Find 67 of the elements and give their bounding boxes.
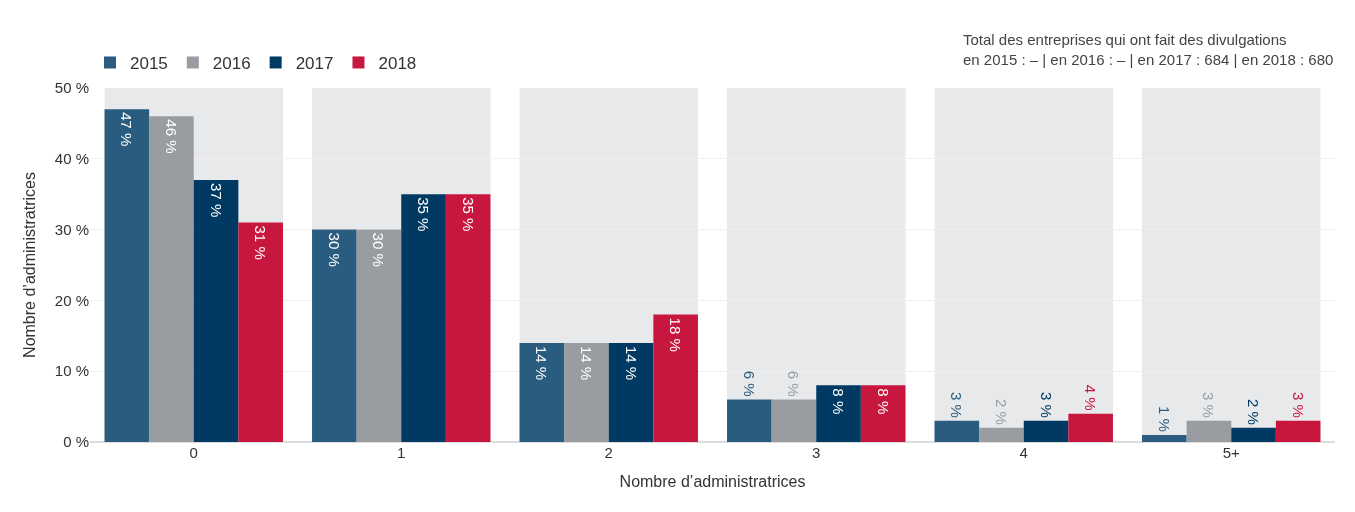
bar: [727, 399, 772, 442]
data-label: 47 %: [118, 112, 136, 147]
data-label: 6 %: [785, 370, 803, 397]
data-label: 8 %: [830, 388, 848, 415]
data-label: 46 %: [162, 119, 180, 154]
x-tick-label: 0: [189, 444, 198, 461]
legend-label: 2017: [295, 54, 334, 74]
data-label: 3 %: [1200, 391, 1218, 418]
x-tick-label: 2: [604, 444, 613, 461]
text: Total des entreprises qui ont fait des divulgations en 2015 : – | en 2016 : – | en 2017 : 684 | en 2018 : 680: [963, 31, 1334, 68]
bar: [934, 420, 980, 442]
bar: [104, 109, 150, 442]
bar: [979, 427, 1024, 442]
data-label: 8 %: [874, 388, 892, 415]
bar: [312, 229, 357, 442]
bar: [238, 222, 283, 442]
bar: [401, 194, 446, 442]
bar: [356, 229, 402, 442]
y-tick-label: 20 %: [54, 291, 89, 309]
data-label: 14 %: [622, 345, 640, 381]
y-axis-title: Nombre d’administratrices: [20, 172, 38, 358]
y-tick-label: 10 %: [54, 362, 89, 380]
data-label: 31 %: [252, 225, 270, 260]
bar: [860, 385, 906, 442]
x-tick-label: 3: [812, 444, 821, 461]
legend-label: 2015: [130, 54, 168, 74]
data-label: 37 %: [207, 183, 225, 218]
x-tick-label: 1: [397, 444, 406, 461]
bar: [193, 180, 239, 442]
legend-label: 2016: [212, 54, 251, 74]
data-label: 14 %: [533, 345, 551, 381]
data-label: 3 %: [1289, 391, 1307, 418]
data-label: 4 %: [1082, 384, 1100, 411]
bar: [608, 342, 654, 442]
data-label: 18 %: [667, 317, 685, 352]
data-label: 3 %: [948, 391, 966, 418]
data-label: 14 %: [577, 345, 595, 381]
data-label: 2 %: [992, 398, 1010, 425]
data-label: 35 %: [415, 197, 433, 232]
bar: [564, 342, 609, 442]
bar: [653, 314, 698, 442]
x-tick-label: 4: [1019, 444, 1028, 461]
bar: [519, 342, 565, 442]
data-label: 30 %: [370, 232, 388, 267]
bar: [816, 385, 861, 442]
y-tick-label: 0 %: [63, 433, 89, 451]
bar: [1068, 413, 1113, 442]
data-label: 2 %: [1245, 398, 1263, 425]
bar: [1275, 420, 1321, 442]
bar: [771, 399, 817, 442]
x-tick-label: 5+: [1222, 444, 1241, 461]
x-axis-title: Nombre d’administratrices: [619, 472, 806, 490]
data-label: 6 %: [740, 370, 758, 397]
bar: [1023, 420, 1069, 442]
bar: [445, 194, 491, 442]
bar: [1231, 427, 1276, 442]
data-label: 35 %: [459, 197, 477, 232]
data-label: 3 %: [1037, 391, 1055, 418]
bar: [1186, 420, 1232, 442]
data-label: 1 %: [1155, 406, 1173, 432]
legend-label: 2018: [378, 54, 417, 74]
bar: [1142, 434, 1187, 442]
y-tick-label: 30 %: [54, 220, 89, 238]
y-tick-label: 40 %: [54, 150, 89, 168]
bar: [149, 116, 194, 442]
data-label: 30 %: [325, 232, 343, 267]
y-tick-label: 50 %: [54, 79, 89, 97]
